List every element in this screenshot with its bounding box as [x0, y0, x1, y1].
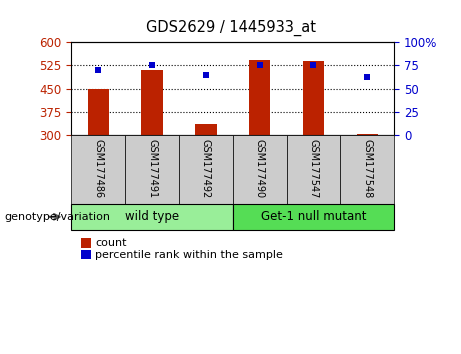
Bar [195, 124, 217, 135]
Bar [142, 70, 163, 135]
Text: GSM177548: GSM177548 [362, 139, 372, 199]
Text: GSM177491: GSM177491 [147, 139, 157, 199]
Text: Get-1 null mutant: Get-1 null mutant [261, 210, 366, 223]
Text: GSM177492: GSM177492 [201, 139, 211, 199]
Text: GSM177486: GSM177486 [93, 139, 103, 199]
Text: genotype/variation: genotype/variation [5, 212, 111, 222]
Text: percentile rank within the sample: percentile rank within the sample [95, 250, 284, 259]
Bar [303, 61, 324, 135]
Text: wild type: wild type [125, 210, 179, 223]
Text: count: count [95, 238, 127, 248]
Text: GSM177490: GSM177490 [254, 139, 265, 199]
Bar [356, 133, 378, 135]
Bar [88, 90, 109, 135]
Text: GSM177547: GSM177547 [308, 139, 319, 199]
Bar [249, 60, 271, 135]
Text: GDS2629 / 1445933_at: GDS2629 / 1445933_at [146, 19, 315, 36]
